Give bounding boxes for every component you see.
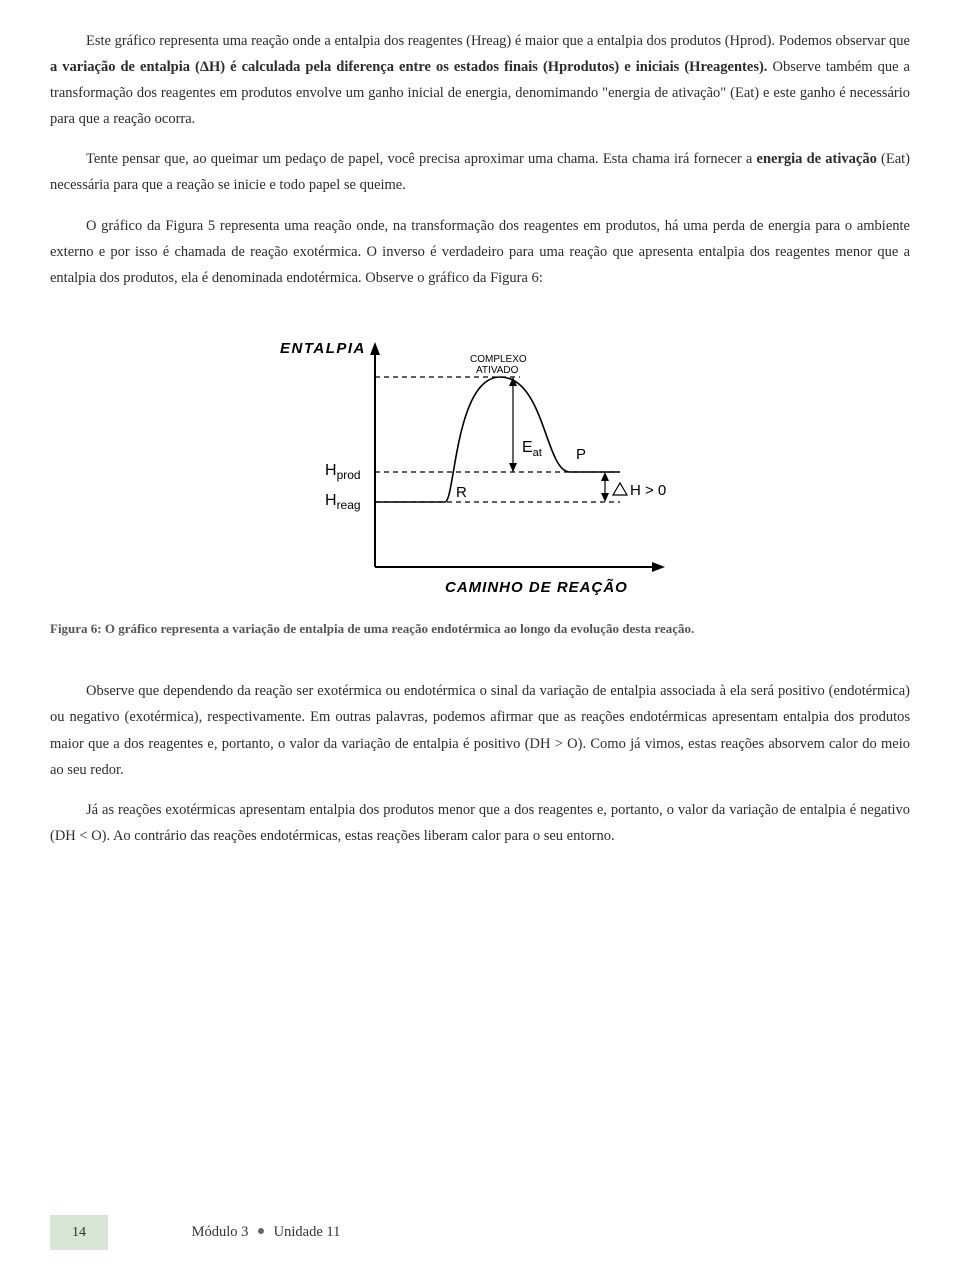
- p-label: P: [576, 446, 586, 463]
- xaxis-label: CAMINHO DE REAÇÃO: [445, 578, 628, 596]
- paragraph-4: Observe que dependendo da reação ser exo…: [50, 678, 910, 782]
- figure-caption: Figura 6: O gráfico representa a variaçã…: [50, 619, 910, 639]
- paragraph-5: Já as reações exotérmicas apresentam ent…: [50, 797, 910, 849]
- text-p2b: energia de ativação: [757, 151, 877, 167]
- enthalpy-diagram: ENTALPIA COMPLEXO ATIVADO Eat R P H > 0 …: [260, 327, 700, 607]
- paragraph-3: O gráfico da Figura 5 representa uma rea…: [50, 213, 910, 291]
- footer-module: Módulo 3: [192, 1219, 249, 1245]
- complex-label-2: ATIVADO: [476, 365, 519, 376]
- text-p1b: a variação de entalpia (ΔH) é calculada …: [50, 59, 767, 75]
- hreag-label: Hreag: [325, 492, 361, 512]
- figure-6: ENTALPIA COMPLEXO ATIVADO Eat R P H > 0 …: [50, 327, 910, 607]
- paragraph-2: Tente pensar que, ao queimar um pedaço d…: [50, 146, 910, 198]
- footer-separator-icon: [258, 1228, 264, 1234]
- dh-label: H > 0: [630, 482, 666, 499]
- paragraph-1: Este gráfico representa uma reação onde …: [50, 28, 910, 132]
- page-footer: 14 Módulo 3 Unidade 11: [0, 1215, 960, 1250]
- complex-label-1: COMPLEXO: [470, 354, 527, 365]
- text-p2a: Tente pensar que, ao queimar um pedaço d…: [86, 151, 757, 167]
- yaxis-label: ENTALPIA: [280, 340, 366, 357]
- hprod-label: Hprod: [325, 462, 361, 482]
- page-number: 14: [50, 1215, 108, 1250]
- text-p1a: Este gráfico representa uma reação onde …: [86, 33, 910, 49]
- footer-unit: Unidade 11: [274, 1219, 341, 1245]
- r-label: R: [456, 484, 467, 501]
- eat-label: Eat: [522, 439, 542, 459]
